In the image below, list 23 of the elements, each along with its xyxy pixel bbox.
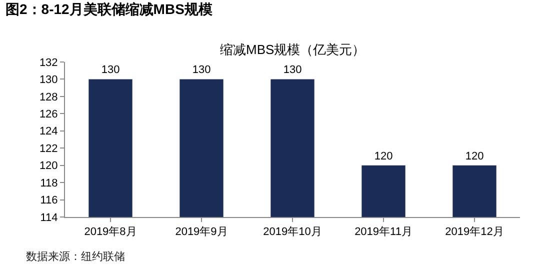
data-label: 130: [101, 64, 120, 76]
y-tick-label: 132: [39, 56, 58, 69]
chart-subtitle: 缩减MBS规模（亿美元）: [220, 42, 366, 57]
x-tick-label: 2019年9月: [175, 226, 228, 238]
y-tick-label: 122: [39, 142, 58, 155]
source-note: 数据来源：纽约联储: [26, 250, 125, 263]
x-tick-label: 2019年12月: [445, 226, 504, 238]
x-tick-label: 2019年8月: [84, 226, 137, 238]
data-label: 120: [465, 150, 484, 162]
y-tick-label: 130: [39, 74, 58, 86]
y-tick-label: 124: [39, 126, 58, 138]
y-tick-label: 128: [39, 91, 58, 104]
data-label: 130: [283, 64, 302, 76]
y-tick-label: 114: [40, 212, 58, 224]
chart-title: 图2：8-12月美联储缩减MBS规模: [6, 0, 214, 17]
data-label: 130: [192, 64, 211, 76]
x-tick-label: 2019年10月: [263, 226, 322, 238]
y-tick-label: 126: [39, 108, 58, 121]
y-tick-label: 118: [40, 177, 58, 190]
x-tick-label: 2019年11月: [354, 226, 412, 238]
data-label: 120: [374, 150, 393, 162]
y-tick-label: 120: [39, 160, 58, 172]
y-tick-label: 116: [40, 194, 58, 207]
